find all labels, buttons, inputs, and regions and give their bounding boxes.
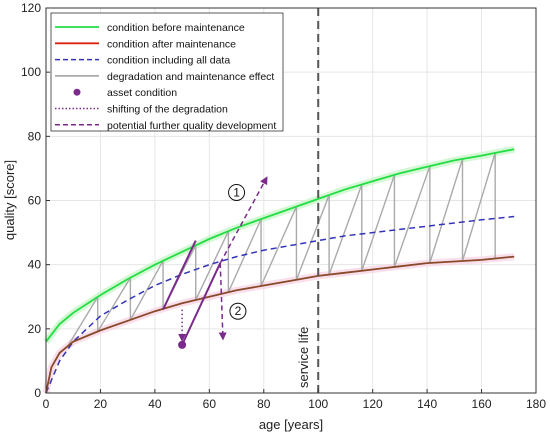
x-tick-label: 40	[148, 397, 162, 411]
annotation-label: 2	[235, 304, 242, 318]
annotation-circle	[229, 302, 247, 320]
degradation-segment	[393, 165, 431, 268]
x-tick-label: 80	[257, 397, 271, 411]
y-tick-label: 20	[28, 322, 42, 336]
legend-label: degradation and maintenance effect	[107, 71, 274, 83]
degradation-segment	[195, 230, 230, 301]
service-life-label: service life	[296, 327, 311, 388]
legend-label: condition including all data	[107, 55, 230, 67]
x-axis-label: age [years]	[259, 417, 323, 432]
x-tick-label: 120	[363, 397, 383, 411]
degradation-segment	[361, 174, 396, 271]
legend-label: condition after maintenance	[107, 38, 236, 50]
potential-development-arrow	[218, 263, 227, 341]
y-axis-label: quality [score]	[2, 160, 17, 240]
y-tick-label: 40	[28, 258, 42, 272]
series-condition-after-maintenance	[45, 255, 515, 394]
degradation-segment	[461, 152, 496, 262]
sawtooth-series	[67, 152, 496, 347]
degradation-segment	[97, 277, 131, 332]
degradation-segment	[429, 158, 464, 264]
x-tick-label: 180	[526, 397, 546, 411]
degradation-segment	[328, 184, 363, 275]
x-tick-label: 60	[203, 397, 217, 411]
legend-label: asset condition	[107, 87, 177, 99]
legend: condition before maintenance condition af…	[50, 12, 284, 132]
curves	[45, 148, 515, 394]
legend-label: condition before maintenance	[107, 22, 245, 34]
y-tick-label: 80	[28, 129, 42, 143]
legend-label: potential further quality development	[107, 120, 276, 132]
degradation-segment	[129, 260, 164, 321]
legend-box	[50, 12, 284, 132]
x-tick-label: 0	[43, 397, 50, 411]
x-tick-label: 160	[472, 397, 492, 411]
y-tick-label: 100	[21, 65, 41, 79]
shifted-degradation-line	[181, 262, 222, 346]
y-tick-label: 60	[28, 194, 42, 208]
series-condition-before-maintenance	[45, 148, 515, 343]
x-tick-label: 20	[94, 397, 108, 411]
annotation-circle	[228, 183, 246, 201]
degradation-segment	[227, 218, 262, 293]
asset-condition-point	[178, 340, 187, 349]
x-tick-label: 100	[308, 397, 328, 411]
ticks: 0 20 40 60 80 100 120 140 160 180 0 20 40 60 80 100 120	[21, 1, 546, 411]
degradation-segment	[67, 296, 99, 347]
legend-label: shifting of the degradation	[107, 104, 228, 116]
degradation-segment	[295, 194, 330, 280]
degradation-segment	[260, 206, 298, 287]
series-condition-including-all-data	[45, 215, 515, 394]
y-tick-label: 0	[34, 386, 41, 400]
extras: 12	[162, 8, 320, 393]
y-tick-label: 120	[21, 1, 41, 15]
annotation-label: 1	[233, 185, 240, 199]
x-tick-label: 140	[417, 397, 437, 411]
shifted-degradation-line	[162, 240, 197, 311]
potential-development-arrow	[219, 176, 268, 264]
legend-swatch-marker	[73, 88, 81, 96]
